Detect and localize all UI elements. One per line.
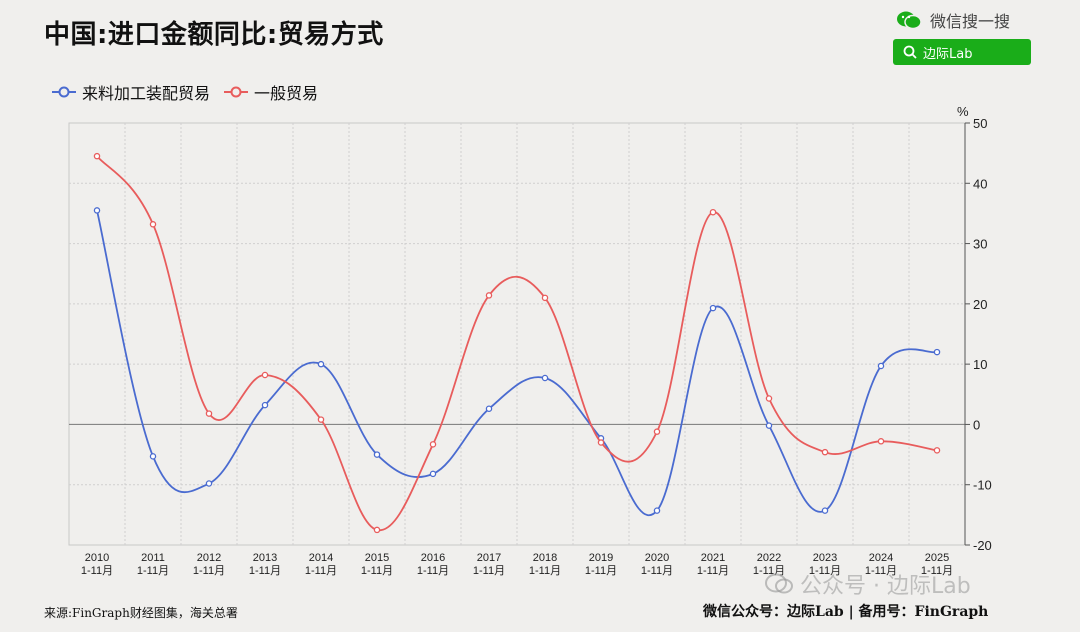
y-tick-label: 0: [973, 417, 980, 432]
x-tick-label: 2014: [309, 552, 333, 564]
x-tick-sublabel: 1-11月: [249, 565, 281, 577]
data-point-series2: [93, 152, 101, 160]
x-tick-sublabel: 1-11月: [865, 565, 897, 577]
y-unit-label: %: [957, 104, 969, 119]
x-tick-sublabel: 1-11月: [193, 565, 225, 577]
wechat-icon: [897, 11, 922, 30]
data-point-series1: [653, 507, 661, 514]
data-point-series2: [709, 208, 717, 216]
search-button-label: 边际Lab: [923, 46, 973, 62]
line-chart: 50403020100-10-20%20101-11月20111-11月2012…: [68, 104, 992, 577]
x-tick-sublabel: 1-11月: [417, 565, 449, 577]
series-line-1: [96, 210, 938, 516]
data-point-series1: [485, 405, 493, 413]
legend-label-series1: 来料加工装配贸易: [82, 84, 211, 103]
x-tick-sublabel: 1-11月: [529, 565, 561, 577]
data-point-series1: [317, 360, 325, 368]
x-tick-sublabel: 1-11月: [697, 565, 729, 577]
source-note: 来源:FinGraph财经图集，海关总署: [44, 606, 238, 620]
data-point-series2: [765, 395, 773, 402]
x-tick-label: 2013: [253, 552, 277, 564]
legend-label-series2: 一般贸易: [254, 84, 319, 103]
x-tick-sublabel: 1-11月: [473, 565, 505, 577]
x-tick-label: 2015: [365, 552, 389, 564]
data-point-series2: [541, 294, 549, 302]
data-point-series1: [541, 374, 549, 382]
x-tick-sublabel: 1-11月: [809, 565, 841, 577]
x-tick-label: 2011: [141, 552, 165, 564]
plot-area: [68, 122, 966, 546]
x-tick-label: 2022: [757, 552, 781, 564]
y-tick-label: 20: [973, 297, 987, 312]
x-tick-sublabel: 1-11月: [137, 565, 169, 577]
data-point-series1: [429, 470, 437, 478]
y-tick-label: 40: [973, 176, 987, 191]
data-point-series1: [765, 422, 773, 429]
data-point-series2: [149, 221, 157, 228]
x-tick-label: 2020: [645, 552, 669, 564]
x-tick-sublabel: 1-11月: [81, 565, 113, 577]
x-tick-label: 2019: [589, 552, 613, 564]
watermark-text: 公众号 · 边际Lab: [800, 574, 971, 599]
x-tick-sublabel: 1-11月: [361, 565, 393, 577]
data-point-series2: [877, 438, 885, 445]
data-point-series2: [373, 526, 381, 534]
x-tick-label: 2010: [85, 552, 109, 564]
wechat-search-brand: 微信搜一搜: [896, 8, 1010, 32]
wechat-watermark-icon: [765, 573, 793, 594]
x-tick-label: 2021: [701, 552, 725, 564]
footer-credits: 微信公众号：边际Lab | 备用号：FinGraph: [703, 604, 989, 620]
x-tick-label: 2023: [813, 552, 837, 564]
x-tick-sublabel: 1-11月: [305, 565, 337, 577]
y-tick-label: -10: [973, 478, 992, 493]
y-tick-label: 10: [973, 357, 987, 372]
data-point-series1: [877, 362, 885, 370]
x-tick-label: 2018: [533, 552, 557, 564]
data-point-series1: [149, 453, 157, 460]
legend-line-icon-red: [224, 86, 249, 98]
x-tick-label: 2012: [197, 552, 221, 564]
data-point-series1: [373, 451, 381, 458]
x-tick-label: 2016: [421, 552, 445, 564]
chart-title: 中国:进口金额同比:贸易方式: [44, 20, 384, 50]
data-point-series1: [93, 207, 101, 214]
data-point-series2: [597, 439, 605, 446]
legend-item-series1[interactable]: 来料加工装配贸易: [52, 80, 210, 104]
data-point-series1: [205, 480, 213, 487]
x-tick-label: 2024: [869, 552, 893, 564]
x-tick-sublabel: 1-11月: [921, 565, 953, 577]
wechat-search-label: 微信搜一搜: [930, 12, 1011, 31]
data-point-series2: [485, 292, 493, 299]
search-button[interactable]: 边际Lab: [893, 39, 1031, 65]
data-point-series1: [933, 348, 941, 356]
y-tick-label: 30: [973, 237, 987, 252]
data-point-series1: [821, 507, 829, 514]
data-point-series2: [317, 416, 325, 423]
x-tick-label: 2025: [925, 552, 949, 564]
chart-legend: 来料加工装配贸易 一般贸易: [52, 80, 318, 104]
y-tick-label: 50: [973, 116, 987, 131]
y-tick-label: -20: [973, 538, 992, 553]
x-tick-sublabel: 1-11月: [585, 565, 617, 577]
x-tick-sublabel: 1-11月: [641, 565, 673, 577]
legend-line-icon-blue: [52, 86, 76, 98]
data-point-series2: [821, 448, 829, 456]
x-tick-label: 2017: [477, 552, 501, 564]
data-point-series2: [205, 410, 213, 417]
search-icon: [903, 45, 917, 59]
data-point-series2: [429, 441, 437, 448]
data-point-series1: [261, 401, 269, 409]
data-point-series2: [261, 371, 269, 379]
data-point-series1: [709, 304, 717, 312]
watermark: 公众号 · 边际Lab: [764, 568, 971, 600]
data-point-series2: [653, 428, 661, 435]
legend-item-series2[interactable]: 一般贸易: [224, 80, 318, 104]
data-point-series2: [933, 447, 941, 454]
